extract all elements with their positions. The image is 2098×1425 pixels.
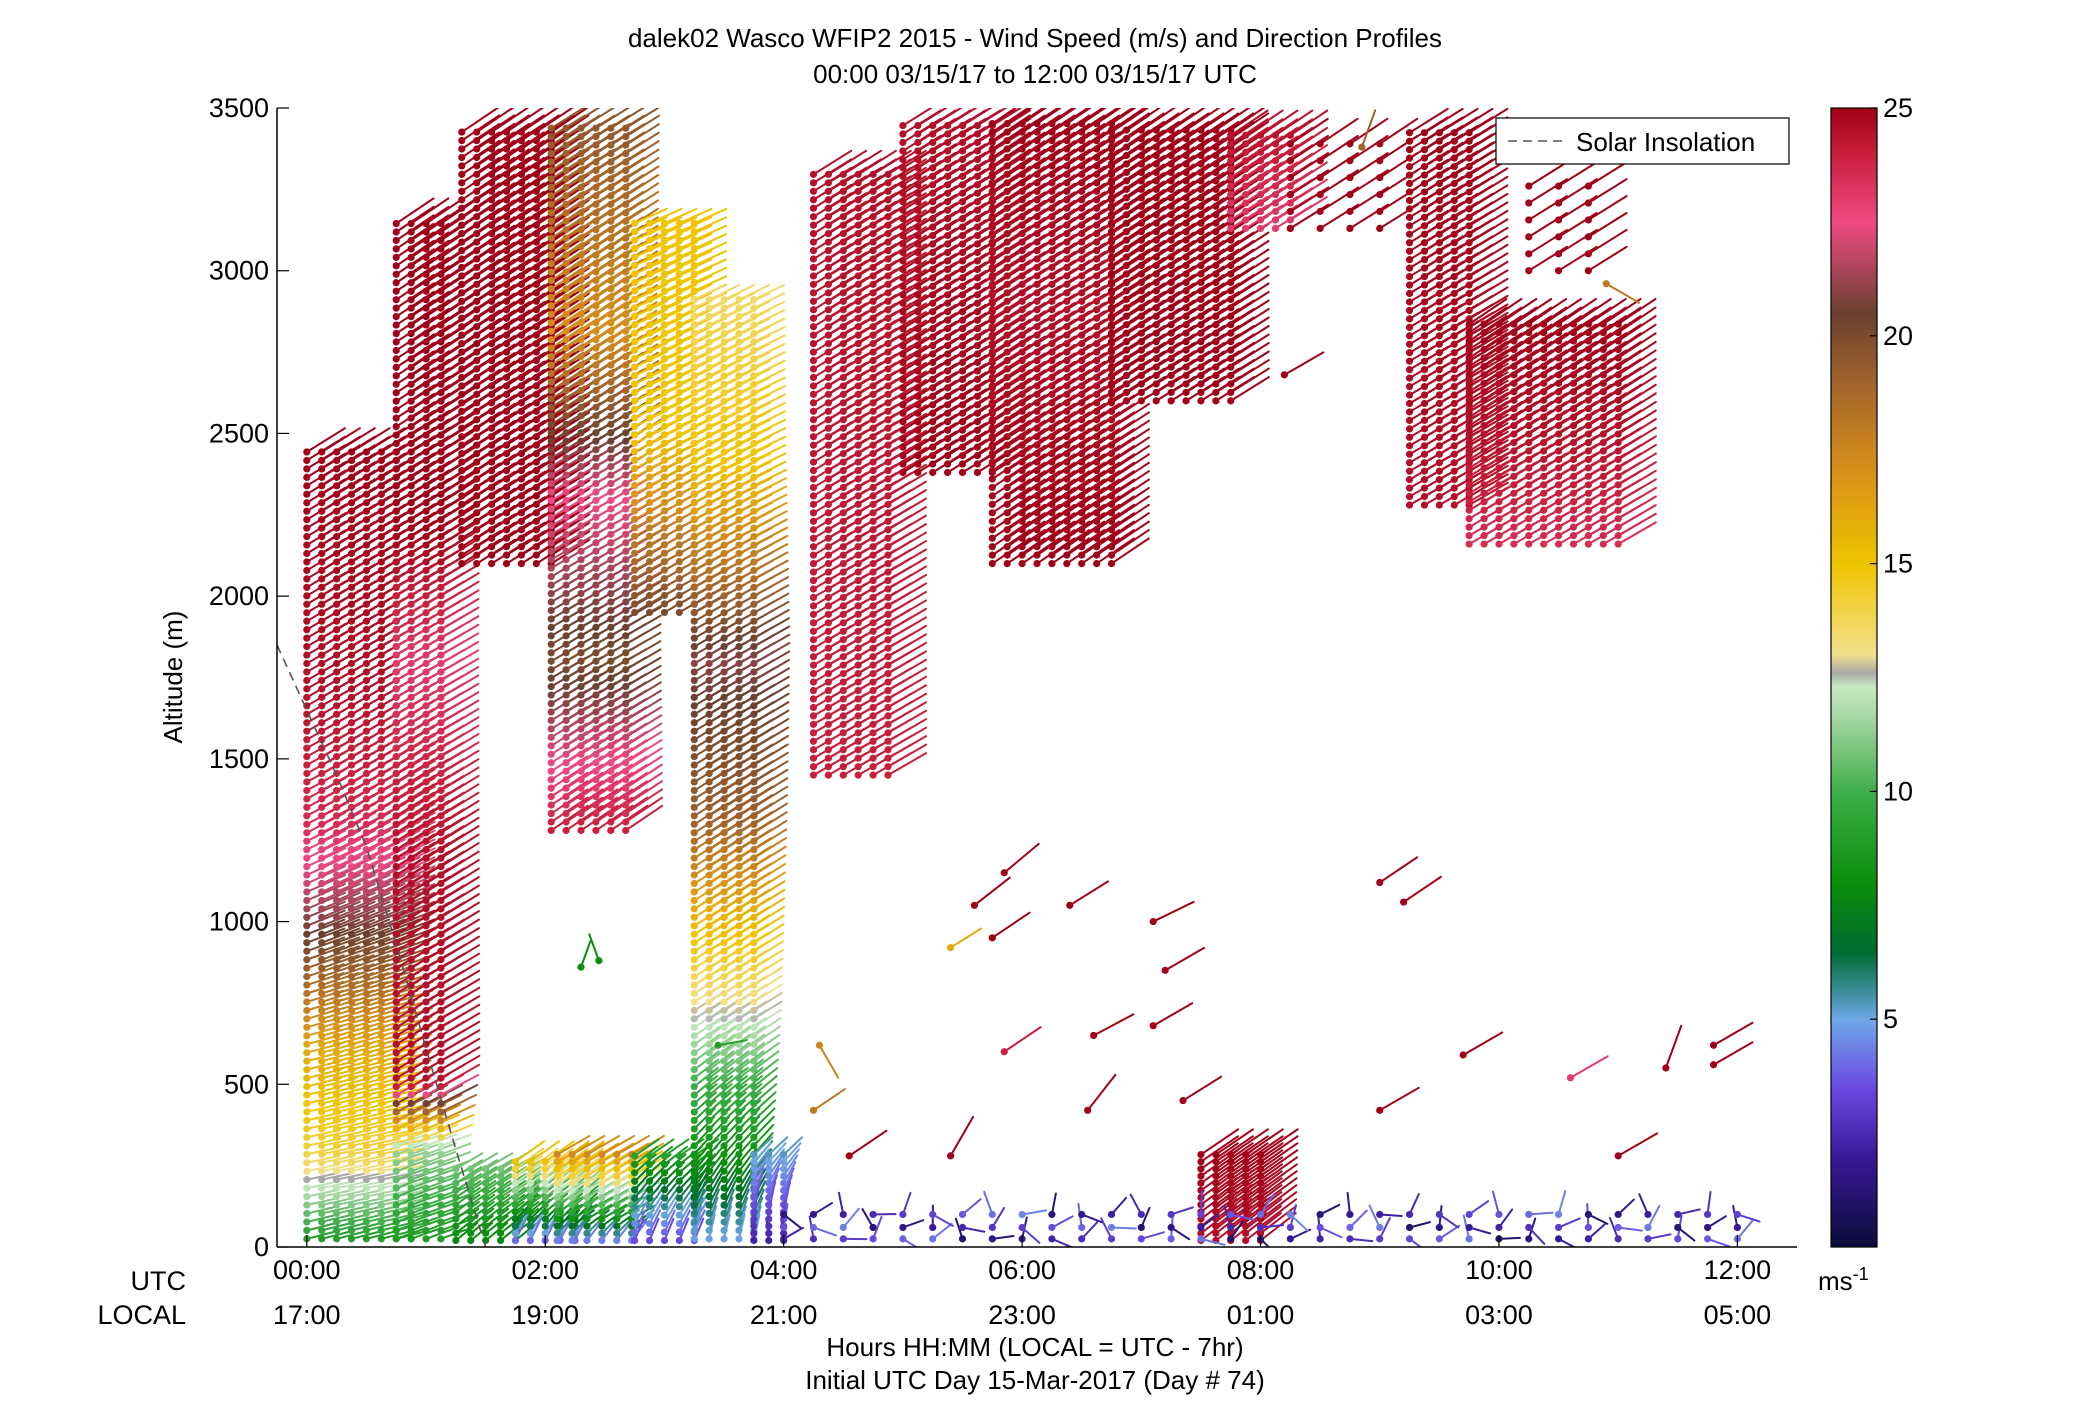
wind-barbs-layer	[303, 108, 1761, 1247]
wind-barb	[318, 927, 361, 947]
wind-barb	[333, 1222, 367, 1235]
wind-barb	[318, 1230, 351, 1243]
wind-barb	[303, 427, 346, 456]
chart-subtitle: 00:00 03/15/17 to 12:00 03/15/17 UTC	[813, 59, 1257, 89]
wind-barb	[303, 882, 346, 905]
wind-barb	[303, 891, 346, 913]
wind-barb	[318, 427, 361, 456]
wind-barb	[303, 927, 346, 947]
wind-barb	[318, 909, 361, 930]
wind-barb	[303, 1222, 337, 1235]
wind-barb	[303, 900, 346, 921]
wind-barb	[303, 909, 346, 930]
wind-barb	[318, 918, 361, 938]
wind-barb	[333, 1163, 370, 1175]
wind-barb	[318, 900, 361, 921]
wind-barb	[318, 1163, 356, 1175]
wind-barb	[303, 918, 346, 938]
wind-barb	[303, 1163, 341, 1175]
wind-barb	[318, 882, 361, 905]
wind-barb	[318, 891, 361, 913]
wind-barb	[333, 1230, 366, 1243]
wind-barb	[318, 1222, 352, 1235]
chart-title: dalek02 Wasco WFIP2 2015 - Wind Speed (m…	[628, 23, 1442, 53]
